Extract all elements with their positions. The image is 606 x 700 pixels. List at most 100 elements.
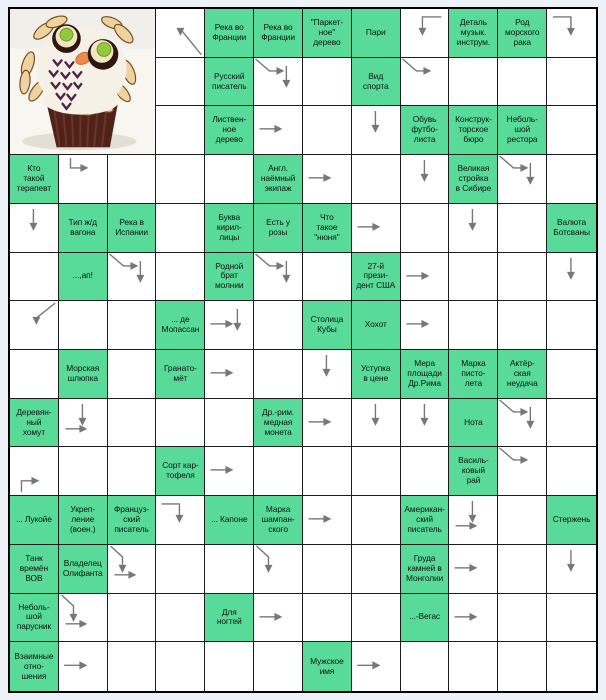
answer-cell-r8c1[interactable] — [10, 350, 59, 399]
answer-cell-r2c6[interactable] — [254, 57, 303, 107]
answer-cell-r10c7[interactable] — [302, 447, 352, 497]
answer-cell-r9c12[interactable] — [547, 398, 596, 448]
answer-cell-r4c9[interactable] — [400, 155, 450, 204]
answer-cell-r6c3[interactable] — [107, 252, 157, 302]
answer-cell-r3c8[interactable] — [351, 106, 401, 156]
answer-cell-r10c9[interactable] — [400, 447, 450, 497]
answer-cell-r6c6[interactable] — [254, 252, 303, 302]
answer-cell-r13c3[interactable] — [107, 593, 157, 643]
answer-cell-r10c8[interactable] — [351, 447, 401, 497]
answer-cell-r4c7[interactable] — [302, 155, 352, 204]
answer-cell-r10c1[interactable] — [10, 447, 59, 497]
answer-cell-r3c4[interactable] — [156, 106, 206, 156]
answer-cell-r6c12[interactable] — [547, 252, 596, 302]
answer-cell-r2c11[interactable] — [498, 57, 548, 107]
answer-cell-r1c4[interactable] — [156, 9, 206, 58]
answer-cell-r6c9[interactable] — [400, 252, 450, 302]
answer-cell-r7c10[interactable] — [449, 301, 499, 350]
answer-cell-r2c10[interactable] — [449, 57, 499, 107]
answer-cell-r4c2[interactable] — [58, 155, 108, 204]
answer-cell-r14c9[interactable] — [400, 642, 450, 691]
answer-cell-r6c1[interactable] — [10, 252, 59, 302]
answer-cell-r7c6[interactable] — [254, 301, 303, 350]
answer-cell-r14c3[interactable] — [107, 642, 157, 691]
answer-cell-r7c5[interactable] — [205, 301, 255, 350]
answer-cell-r9c8[interactable] — [351, 398, 401, 448]
answer-cell-r8c3[interactable] — [107, 350, 157, 399]
answer-cell-r14c11[interactable] — [498, 642, 548, 691]
answer-cell-r7c2[interactable] — [58, 301, 108, 350]
answer-cell-r13c10[interactable] — [449, 593, 499, 643]
answer-cell-r14c12[interactable] — [547, 642, 596, 691]
answer-cell-r7c1[interactable] — [10, 301, 59, 350]
answer-cell-r2c4[interactable] — [156, 57, 206, 107]
answer-cell-r10c2[interactable] — [58, 447, 108, 497]
answer-cell-r12c11[interactable] — [498, 544, 548, 594]
answer-cell-r5c10[interactable] — [449, 203, 499, 253]
answer-cell-r6c10[interactable] — [449, 252, 499, 302]
answer-cell-r9c4[interactable] — [156, 398, 206, 448]
answer-cell-r2c7[interactable] — [302, 57, 352, 107]
answer-cell-r12c10[interactable] — [449, 544, 499, 594]
answer-cell-r10c11[interactable] — [498, 447, 548, 497]
answer-cell-r12c12[interactable] — [547, 544, 596, 594]
answer-cell-r7c3[interactable] — [107, 301, 157, 350]
answer-cell-r5c9[interactable] — [400, 203, 450, 253]
answer-cell-r3c7[interactable] — [302, 106, 352, 156]
answer-cell-r10c6[interactable] — [254, 447, 303, 497]
answer-cell-r14c5[interactable] — [205, 642, 255, 691]
answer-cell-r11c11[interactable] — [498, 496, 548, 545]
answer-cell-r12c6[interactable] — [254, 544, 303, 594]
answer-cell-r9c11[interactable] — [498, 398, 548, 448]
answer-cell-r2c9[interactable] — [400, 57, 450, 107]
answer-cell-r12c3[interactable] — [107, 544, 157, 594]
answer-cell-r12c5[interactable] — [205, 544, 255, 594]
answer-cell-r12c4[interactable] — [156, 544, 206, 594]
answer-cell-r11c10[interactable] — [449, 496, 499, 545]
answer-cell-r10c5[interactable] — [205, 447, 255, 497]
answer-cell-r4c8[interactable] — [351, 155, 401, 204]
answer-cell-r9c2[interactable] — [58, 398, 108, 448]
answer-cell-r6c11[interactable] — [498, 252, 548, 302]
answer-cell-r14c6[interactable] — [254, 642, 303, 691]
answer-cell-r13c12[interactable] — [547, 593, 596, 643]
answer-cell-r9c9[interactable] — [400, 398, 450, 448]
answer-cell-r8c7[interactable] — [302, 350, 352, 399]
answer-cell-r13c8[interactable] — [351, 593, 401, 643]
answer-cell-r13c6[interactable] — [254, 593, 303, 643]
answer-cell-r13c4[interactable] — [156, 593, 206, 643]
answer-cell-r9c7[interactable] — [302, 398, 352, 448]
answer-cell-r3c6[interactable] — [254, 106, 303, 156]
answer-cell-r11c8[interactable] — [351, 496, 401, 545]
answer-cell-r14c4[interactable] — [156, 642, 206, 691]
answer-cell-r14c10[interactable] — [449, 642, 499, 691]
answer-cell-r7c9[interactable] — [400, 301, 450, 350]
answer-cell-r5c4[interactable] — [156, 203, 206, 253]
answer-cell-r6c7[interactable] — [302, 252, 352, 302]
answer-cell-r4c4[interactable] — [156, 155, 206, 204]
answer-cell-r9c3[interactable] — [107, 398, 157, 448]
answer-cell-r8c6[interactable] — [254, 350, 303, 399]
answer-cell-r1c9[interactable] — [400, 9, 450, 58]
answer-cell-r14c8[interactable] — [351, 642, 401, 691]
answer-cell-r2c12[interactable] — [547, 57, 596, 107]
answer-cell-r4c12[interactable] — [547, 155, 596, 204]
answer-cell-r6c4[interactable] — [156, 252, 206, 302]
answer-cell-r14c2[interactable] — [58, 642, 108, 691]
answer-cell-r7c11[interactable] — [498, 301, 548, 350]
answer-cell-r3c12[interactable] — [547, 106, 596, 156]
answer-cell-r5c1[interactable] — [10, 203, 59, 253]
answer-cell-r5c11[interactable] — [498, 203, 548, 253]
answer-cell-r4c11[interactable] — [498, 155, 548, 204]
answer-cell-r10c12[interactable] — [547, 447, 596, 497]
answer-cell-r7c12[interactable] — [547, 301, 596, 350]
answer-cell-r13c11[interactable] — [498, 593, 548, 643]
answer-cell-r4c5[interactable] — [205, 155, 255, 204]
answer-cell-r5c8[interactable] — [351, 203, 401, 253]
answer-cell-r9c5[interactable] — [205, 398, 255, 448]
answer-cell-r4c3[interactable] — [107, 155, 157, 204]
answer-cell-r13c2[interactable] — [58, 593, 108, 643]
answer-cell-r11c4[interactable] — [156, 496, 206, 545]
answer-cell-r12c8[interactable] — [351, 544, 401, 594]
answer-cell-r8c12[interactable] — [547, 350, 596, 399]
